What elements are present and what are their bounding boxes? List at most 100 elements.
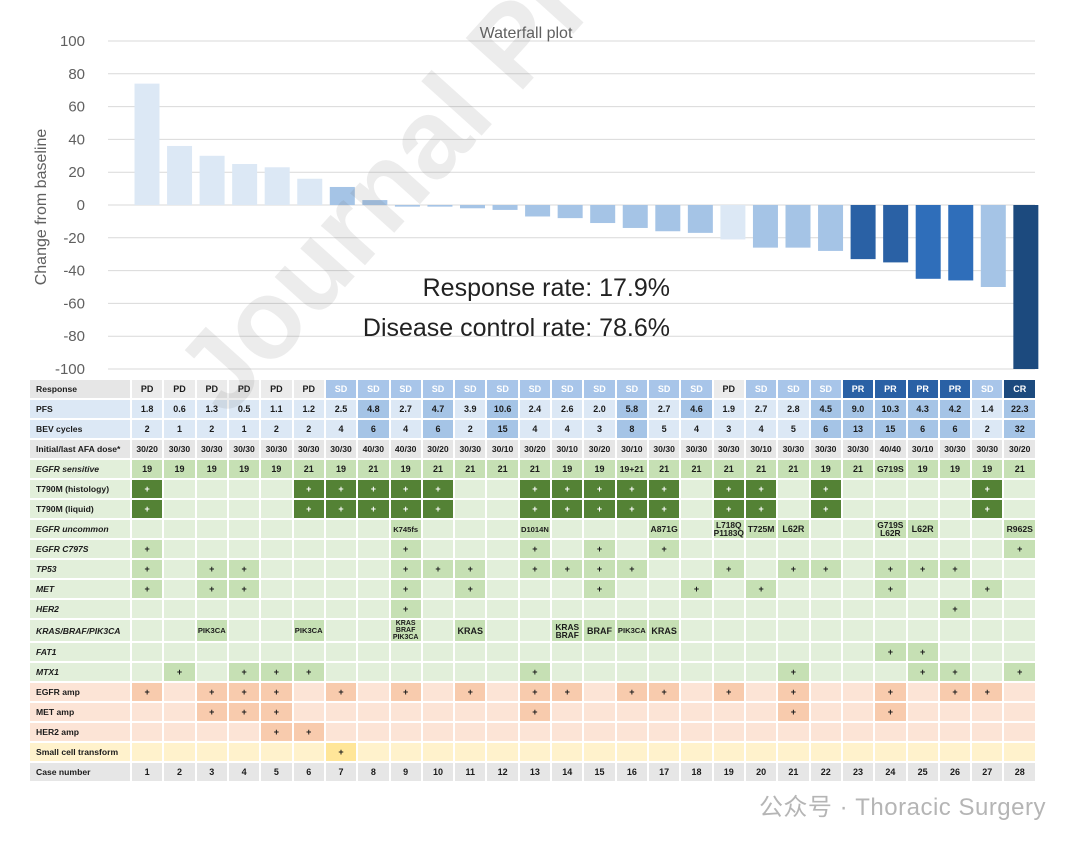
table-cell: SD (552, 380, 583, 398)
bar-case-4 (232, 164, 258, 205)
table-cell: + (745, 500, 777, 518)
table-cell: CR (1004, 380, 1035, 398)
table-cell: 6 (422, 420, 454, 438)
row-label: HER2 (30, 600, 130, 618)
table-cell: 12 (487, 763, 518, 781)
table-cell: + (390, 540, 421, 558)
table-cell (810, 723, 841, 741)
table-cell: KRAS BRAF PIK3CA (390, 620, 421, 641)
table-cell (972, 723, 1003, 741)
table-cell: + (455, 683, 486, 701)
table-cell (649, 600, 680, 618)
table-cell (616, 643, 647, 661)
table-cell: 21 (455, 460, 486, 478)
table-cell: 5 (261, 763, 292, 781)
table-cell (939, 500, 971, 518)
table-cell (616, 520, 647, 538)
table-cell (358, 600, 389, 618)
table-cell: 19 (584, 460, 615, 478)
table-cell: + (939, 663, 971, 681)
table-cell (810, 580, 841, 598)
bar-case-17 (655, 205, 681, 232)
table-cell: + (584, 540, 615, 558)
table-cell: + (875, 560, 906, 578)
table-cell: 20 (745, 763, 777, 781)
table-cell (487, 580, 518, 598)
table-cell: 2 (196, 420, 227, 438)
y-tick-label: 40 (68, 131, 85, 148)
table-cell (422, 723, 454, 741)
table-cell: + (713, 480, 744, 498)
table-cell: K745fs (390, 520, 421, 538)
table-row: KRAS/BRAF/PIK3CA PIK3CA PIK3CA KRAS BRAF PIK3… (30, 620, 1035, 641)
cell-line: BRAF (395, 627, 416, 634)
table-cell (325, 643, 357, 661)
table-cell (875, 600, 906, 618)
table-cell: SD (422, 380, 454, 398)
table-cell: + (519, 560, 551, 578)
table-cell: 19 (164, 460, 195, 478)
table-cell: PD (261, 380, 292, 398)
table-cell: + (616, 500, 647, 518)
table-cell (810, 663, 841, 681)
table-cell: + (972, 500, 1003, 518)
table-cell: 9.0 (842, 400, 874, 418)
table-cell (842, 580, 874, 598)
table-cell (390, 743, 421, 761)
table-cell (196, 600, 227, 618)
table-cell: 21 (1004, 460, 1035, 478)
table-cell: 10.3 (875, 400, 906, 418)
table-cell (875, 540, 906, 558)
table-cell: 19 (713, 763, 744, 781)
table-cell (455, 480, 486, 498)
table-cell (422, 703, 454, 721)
table-cell (842, 643, 874, 661)
table-cell: 4.7 (422, 400, 454, 418)
y-tick-label: 60 (68, 99, 85, 116)
table-cell (519, 643, 551, 661)
table-cell: SD (972, 380, 1003, 398)
table-cell (810, 540, 841, 558)
table-cell (907, 620, 938, 641)
table-cell: 7 (325, 763, 357, 781)
bar-case-13 (525, 205, 551, 217)
y-tick-label: -40 (63, 263, 85, 280)
table-cell: 19 (228, 460, 260, 478)
table-cell: 1.9 (713, 400, 744, 418)
table-cell: 28 (1004, 763, 1035, 781)
bar-case-28 (1013, 205, 1039, 369)
table-cell: G719S (875, 460, 906, 478)
table-cell: 8 (616, 420, 647, 438)
disease-control-rate-annotation: Disease control rate: 78.6% (363, 314, 670, 342)
table-cell (325, 723, 357, 741)
table-cell (132, 743, 163, 761)
table-cell (293, 683, 324, 701)
table-cell: 21 (681, 460, 712, 478)
table-cell: 40/30 (390, 440, 421, 458)
table-cell (519, 620, 551, 641)
table-cell (1004, 703, 1035, 721)
table-cell (164, 683, 195, 701)
table-cell: 6 (358, 420, 389, 438)
row-label: HER2 amp (30, 723, 130, 741)
table-cell: SD (519, 380, 551, 398)
table-cell (228, 643, 260, 661)
table-cell: 30/30 (810, 440, 841, 458)
table-cell (358, 723, 389, 741)
table-cell (681, 743, 712, 761)
table-cell: + (778, 663, 809, 681)
table-cell (842, 723, 874, 741)
table-cell: 5.8 (616, 400, 647, 418)
table-cell (681, 560, 712, 578)
table-cell (196, 743, 227, 761)
table-row: BEV cycles 2 1 2 1 2 2 4 6 4 6 2 15 4 4 3 8 5 4 3 4 5 6 13 15 6 6 2… (30, 420, 1035, 438)
table-cell (390, 703, 421, 721)
cell-line: BRAF (555, 629, 579, 640)
table-cell: + (455, 580, 486, 598)
table-cell (519, 743, 551, 761)
table-cell (778, 723, 809, 741)
table-cell (293, 600, 324, 618)
table-cell (778, 480, 809, 498)
table-cell: 30/30 (842, 440, 874, 458)
table-cell: + (228, 703, 260, 721)
